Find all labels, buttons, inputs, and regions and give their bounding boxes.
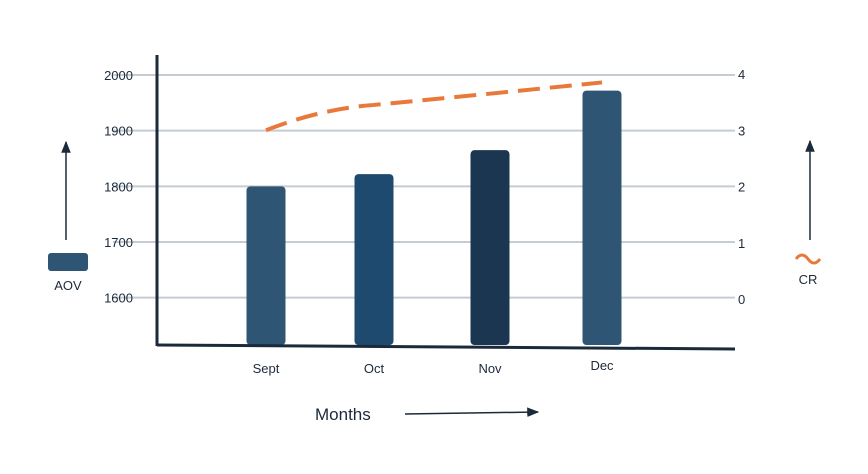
y-right-tick-label: 4	[738, 67, 745, 82]
y-right-tick-label: 1	[738, 236, 745, 251]
cr-legend-label: CR	[799, 272, 818, 287]
y-right-tick-label: 3	[738, 123, 745, 138]
y-left-tick-label: 1600	[104, 291, 133, 306]
bar	[246, 186, 286, 345]
y-right-tick-label: 2	[738, 180, 745, 195]
y-right-tick-label: 0	[738, 292, 745, 307]
x-axis-title: Months	[315, 405, 371, 424]
x-tick-label: Oct	[364, 361, 385, 376]
bar	[582, 90, 622, 345]
x-tick-label: Nov	[478, 361, 502, 376]
bar	[470, 150, 510, 345]
y-left-tick-label: 1900	[104, 124, 133, 139]
aov-legend-label: AOV	[54, 278, 82, 293]
y-left-tick-label: 2000	[104, 68, 133, 83]
cr-line	[265, 80, 603, 133]
x-axis-arrow	[404, 407, 540, 417]
cr-legend-marker	[794, 253, 822, 265]
x-tick-label: Dec	[590, 358, 614, 373]
x-axis-line	[156, 343, 736, 351]
x-tick-label: Sept	[253, 361, 280, 376]
bar	[354, 174, 394, 345]
aov-legend-marker	[48, 253, 88, 271]
y-left-tick-label: 1700	[104, 235, 133, 250]
y-left-tick-label: 1800	[104, 179, 133, 194]
